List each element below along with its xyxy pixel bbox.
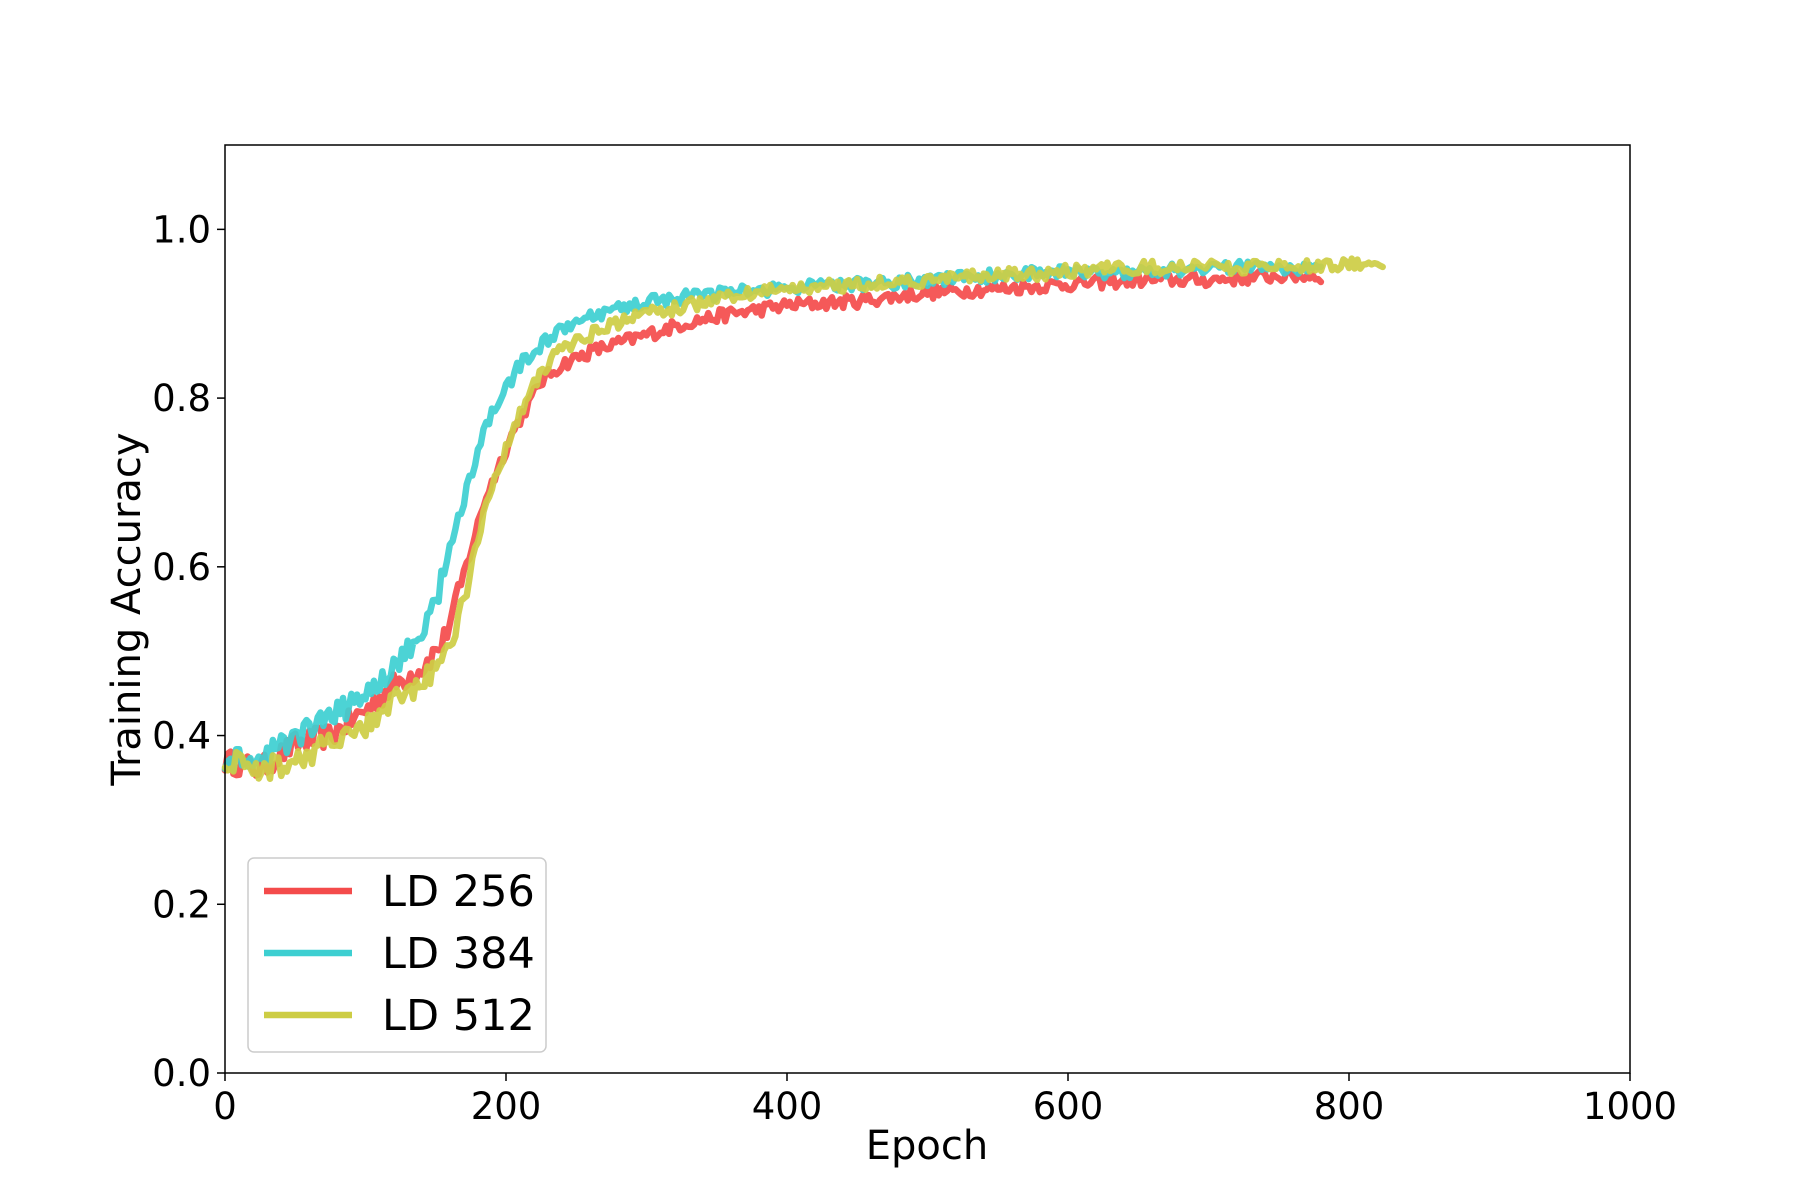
legend-label-2: LD 384 bbox=[382, 929, 535, 979]
x-axis: 0 200 400 600 800 1000 bbox=[213, 1073, 1677, 1128]
legend-label-3: LD 512 bbox=[382, 991, 535, 1041]
y-tick-label: 1.0 bbox=[152, 208, 211, 251]
y-tick-label: 0.2 bbox=[152, 883, 211, 926]
x-axis-label: Epoch bbox=[866, 1123, 988, 1169]
x-tick-label: 1000 bbox=[1583, 1085, 1677, 1128]
y-axis-label: Training Accuracy bbox=[104, 432, 150, 786]
plot-frame bbox=[224, 144, 1631, 1074]
series-layer bbox=[221, 255, 1386, 782]
legend-label-1: LD 256 bbox=[382, 867, 535, 917]
y-tick-label: 0.8 bbox=[152, 377, 211, 420]
series-line-3 bbox=[221, 255, 1386, 782]
y-tick-label: 0.0 bbox=[152, 1052, 211, 1095]
legend: LD 256 LD 384 LD 512 bbox=[247, 857, 547, 1053]
x-tick-label: 800 bbox=[1314, 1085, 1385, 1128]
y-tick-label: 0.4 bbox=[152, 715, 211, 758]
legend-box bbox=[247, 857, 547, 1053]
x-tick-label: 600 bbox=[1033, 1085, 1104, 1128]
x-tick-label: 0 bbox=[213, 1085, 237, 1128]
y-tick-label: 0.6 bbox=[152, 546, 211, 589]
x-tick-label: 400 bbox=[752, 1085, 823, 1128]
y-axis: 0.0 0.2 0.4 0.6 0.8 1.0 bbox=[152, 208, 225, 1095]
x-tick-label: 200 bbox=[471, 1085, 542, 1128]
